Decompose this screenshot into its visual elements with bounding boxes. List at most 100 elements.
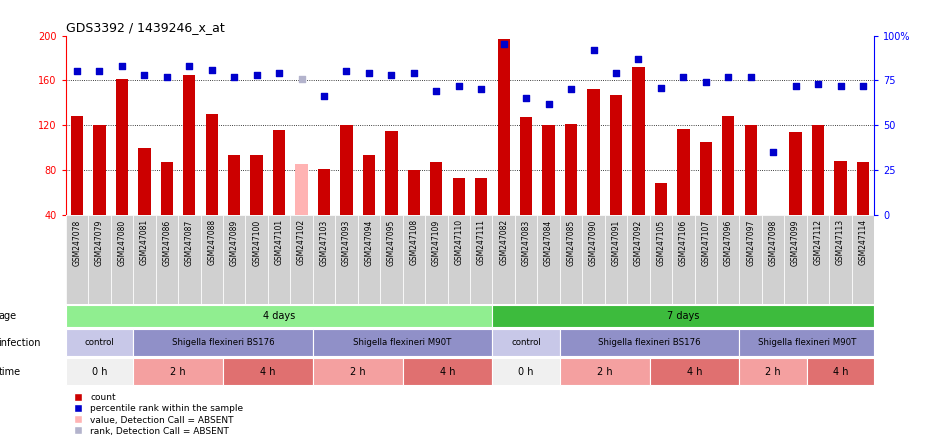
FancyBboxPatch shape bbox=[470, 215, 493, 305]
Bar bbox=[654, 183, 667, 215]
FancyBboxPatch shape bbox=[560, 358, 650, 385]
FancyBboxPatch shape bbox=[88, 215, 111, 305]
FancyBboxPatch shape bbox=[133, 215, 156, 305]
FancyBboxPatch shape bbox=[156, 215, 178, 305]
Bar bbox=[363, 155, 375, 215]
FancyBboxPatch shape bbox=[650, 215, 672, 305]
Text: 4 h: 4 h bbox=[833, 367, 848, 377]
Text: time: time bbox=[0, 367, 21, 377]
Point bbox=[249, 71, 264, 79]
Bar bbox=[790, 132, 802, 215]
Text: GSM247113: GSM247113 bbox=[836, 219, 845, 266]
FancyBboxPatch shape bbox=[740, 215, 762, 305]
Bar bbox=[835, 161, 847, 215]
Text: Shigella flexineri M90T: Shigella flexineri M90T bbox=[353, 338, 452, 347]
Bar bbox=[138, 147, 150, 215]
Bar bbox=[250, 155, 263, 215]
Bar bbox=[340, 125, 352, 215]
Bar bbox=[722, 116, 734, 215]
Point bbox=[541, 100, 556, 107]
Text: GDS3392 / 1439246_x_at: GDS3392 / 1439246_x_at bbox=[66, 21, 225, 34]
FancyBboxPatch shape bbox=[66, 215, 88, 305]
Bar bbox=[542, 125, 555, 215]
Point bbox=[653, 84, 668, 91]
FancyBboxPatch shape bbox=[245, 215, 268, 305]
Point bbox=[744, 73, 759, 80]
Point bbox=[227, 73, 242, 80]
FancyBboxPatch shape bbox=[650, 358, 740, 385]
Text: GSM247094: GSM247094 bbox=[365, 219, 373, 266]
Text: control: control bbox=[85, 338, 115, 347]
Point bbox=[115, 63, 130, 70]
Text: GSM247085: GSM247085 bbox=[567, 219, 575, 266]
Bar bbox=[767, 215, 779, 237]
FancyBboxPatch shape bbox=[223, 358, 313, 385]
Point bbox=[519, 95, 534, 102]
Text: GSM247112: GSM247112 bbox=[813, 219, 822, 266]
Text: GSM247095: GSM247095 bbox=[387, 219, 396, 266]
Text: Shigella flexineri M90T: Shigella flexineri M90T bbox=[758, 338, 856, 347]
Bar bbox=[70, 116, 84, 215]
Text: GSM247110: GSM247110 bbox=[454, 219, 463, 266]
Text: GSM247080: GSM247080 bbox=[118, 219, 127, 266]
FancyBboxPatch shape bbox=[717, 215, 740, 305]
Text: GSM247102: GSM247102 bbox=[297, 219, 306, 266]
FancyBboxPatch shape bbox=[740, 358, 807, 385]
Text: 4 h: 4 h bbox=[687, 367, 702, 377]
Point bbox=[676, 73, 691, 80]
Point bbox=[92, 68, 107, 75]
FancyBboxPatch shape bbox=[740, 329, 874, 356]
Text: 0 h: 0 h bbox=[518, 367, 534, 377]
Point bbox=[429, 87, 444, 95]
Point bbox=[766, 148, 781, 155]
Point bbox=[294, 75, 309, 82]
Text: GSM247100: GSM247100 bbox=[252, 219, 261, 266]
Bar bbox=[385, 131, 398, 215]
FancyBboxPatch shape bbox=[560, 329, 740, 356]
Text: GSM247093: GSM247093 bbox=[342, 219, 351, 266]
Text: infection: infection bbox=[0, 337, 41, 348]
Text: GSM247083: GSM247083 bbox=[522, 219, 531, 266]
FancyBboxPatch shape bbox=[313, 215, 336, 305]
Bar bbox=[318, 169, 330, 215]
Text: 2 h: 2 h bbox=[170, 367, 186, 377]
Text: 4 h: 4 h bbox=[260, 367, 275, 377]
Text: GSM247107: GSM247107 bbox=[701, 219, 711, 266]
FancyBboxPatch shape bbox=[133, 358, 223, 385]
Bar bbox=[228, 155, 241, 215]
Bar bbox=[161, 162, 173, 215]
Bar bbox=[588, 89, 600, 215]
Text: 2 h: 2 h bbox=[350, 367, 366, 377]
FancyBboxPatch shape bbox=[66, 215, 874, 305]
Bar bbox=[812, 125, 824, 215]
FancyBboxPatch shape bbox=[268, 215, 290, 305]
FancyBboxPatch shape bbox=[515, 215, 538, 305]
Bar bbox=[856, 162, 870, 215]
Point bbox=[586, 46, 601, 53]
Point bbox=[339, 68, 354, 75]
Text: 4 h: 4 h bbox=[440, 367, 455, 377]
FancyBboxPatch shape bbox=[493, 305, 874, 327]
FancyBboxPatch shape bbox=[402, 215, 425, 305]
Point bbox=[137, 71, 152, 79]
Text: 2 h: 2 h bbox=[597, 367, 613, 377]
FancyBboxPatch shape bbox=[336, 215, 358, 305]
FancyBboxPatch shape bbox=[829, 215, 852, 305]
Text: GSM247082: GSM247082 bbox=[499, 219, 509, 266]
FancyBboxPatch shape bbox=[402, 358, 493, 385]
Bar bbox=[520, 117, 532, 215]
Bar bbox=[295, 164, 307, 215]
Point bbox=[788, 82, 803, 89]
Text: GSM247092: GSM247092 bbox=[634, 219, 643, 266]
FancyBboxPatch shape bbox=[807, 215, 829, 305]
Text: GSM247108: GSM247108 bbox=[409, 219, 418, 266]
FancyBboxPatch shape bbox=[672, 215, 695, 305]
Point bbox=[855, 82, 870, 89]
FancyBboxPatch shape bbox=[223, 215, 245, 305]
Point bbox=[361, 70, 376, 77]
Text: GSM247089: GSM247089 bbox=[229, 219, 239, 266]
Text: 0 h: 0 h bbox=[92, 367, 107, 377]
FancyBboxPatch shape bbox=[784, 215, 807, 305]
Point bbox=[70, 68, 85, 75]
FancyBboxPatch shape bbox=[66, 358, 133, 385]
